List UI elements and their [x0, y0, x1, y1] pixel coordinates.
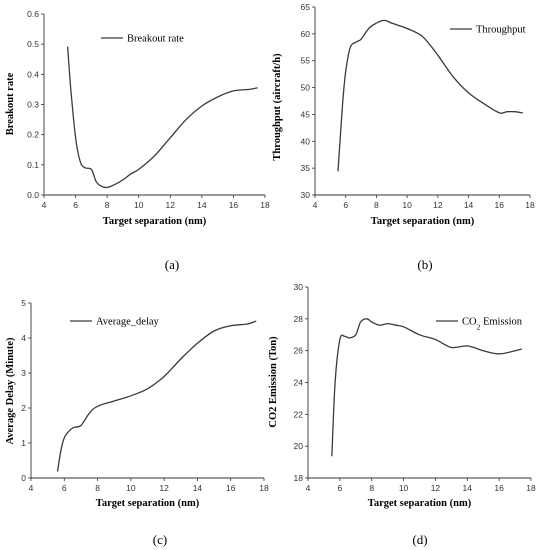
chart-panel-2: 4 6 8 10 12 14 16 18 30 35 40 45 50 55 60 65 Throughput T…	[272, 2, 535, 272]
x-tick-label: 16	[495, 200, 505, 210]
chart-panel-4: 4 6 8 10 12 14 16 18 18 20 22 24 26 28 30 CO2 Emission T…	[268, 282, 536, 547]
chart-panel-1: 4 6 8 10 12 14 16 18 0.0 0.1 0.2 0.3 0.4 0.5 0.6 Breako…	[5, 9, 270, 272]
legend-label: Average_delay	[96, 317, 160, 328]
y-axis-title: CO2 Emission (Ton)	[268, 336, 279, 428]
x-tick-label: 12	[431, 483, 441, 493]
x-tick-label: 18	[526, 483, 536, 493]
y-axis-title: Breakout rate	[5, 72, 16, 135]
x-tick-label: 12	[159, 483, 169, 493]
x-tick-label: 18	[259, 483, 269, 493]
x-tick-label: 4	[42, 200, 47, 210]
x-tick-label: 12	[433, 200, 443, 210]
y-tick-label: 30	[294, 282, 304, 292]
y-tick-label: 55	[301, 56, 311, 66]
x-tick-label: 16	[226, 483, 236, 493]
x-tick-label: 8	[369, 483, 374, 493]
x-axis-title: Target separation (nm)	[371, 216, 475, 227]
y-tick-label: 5	[21, 298, 26, 308]
y-tick-label: 22	[294, 409, 304, 419]
x-tick-label: 16	[494, 483, 504, 493]
x-tick-label: 4	[29, 483, 34, 493]
legend-label: Throughput	[476, 25, 526, 36]
y-tick-label: 60	[301, 29, 311, 39]
y-tick-label: 24	[294, 378, 304, 388]
y-tick-label: 0.3	[27, 100, 39, 110]
y-tick-label: 45	[301, 109, 311, 119]
y-tick-label: 0	[21, 473, 26, 483]
y-tick-label: 40	[301, 136, 311, 146]
x-tick-label: 6	[62, 483, 67, 493]
y-tick-label: 2	[21, 403, 26, 413]
series-line	[56, 320, 257, 472]
y-tick-label: 18	[294, 473, 304, 483]
legend-label: CO2 Emission	[462, 317, 523, 332]
y-tick-label: 28	[294, 314, 304, 324]
y-tick-label: 0.4	[27, 69, 39, 79]
series-line	[67, 46, 258, 189]
y-tick-label: 4	[21, 333, 26, 343]
series-line	[337, 19, 523, 172]
x-tick-label: 6	[337, 483, 342, 493]
x-axis-title: Target separation (nm)	[368, 498, 472, 509]
x-tick-label: 16	[229, 200, 239, 210]
y-tick-label: 0.6	[27, 9, 39, 19]
x-tick-label: 8	[374, 200, 379, 210]
y-tick-label: 0.5	[27, 39, 39, 49]
y-tick-label: 0.2	[27, 130, 39, 140]
x-tick-label: 10	[399, 483, 409, 493]
y-tick-label: 1	[21, 438, 26, 448]
legend-label: Breakout rate	[127, 34, 184, 45]
y-tick-label: 65	[301, 2, 311, 12]
x-axis-title: Target separation (nm)	[96, 498, 200, 509]
x-tick-label: 12	[166, 200, 176, 210]
x-tick-label: 4	[306, 483, 311, 493]
y-tick-label: 26	[294, 346, 304, 356]
y-tick-label: 20	[294, 441, 304, 451]
y-tick-label: 35	[301, 163, 311, 173]
y-tick-label: 0.0	[27, 190, 39, 200]
x-tick-label: 18	[525, 200, 535, 210]
x-tick-label: 14	[463, 483, 473, 493]
x-tick-label: 14	[197, 200, 207, 210]
x-tick-label: 6	[343, 200, 348, 210]
series-line	[331, 318, 523, 457]
x-tick-label: 10	[402, 200, 412, 210]
y-tick-label: 50	[301, 83, 311, 93]
panel-label: (a)	[165, 257, 179, 272]
x-tick-label: 18	[260, 200, 270, 210]
x-tick-label: 10	[134, 200, 144, 210]
y-tick-label: 3	[21, 368, 26, 378]
y-axis-title: Average Delay (Minute)	[5, 337, 16, 445]
x-tick-label: 10	[126, 483, 136, 493]
panel-label: (d)	[412, 532, 427, 547]
x-tick-label: 8	[105, 200, 110, 210]
y-axis-title: Throughput (aircraft/h)	[272, 53, 283, 161]
y-tick-label: 30	[301, 190, 311, 200]
x-tick-label: 8	[95, 483, 100, 493]
x-tick-label: 4	[313, 200, 318, 210]
x-tick-label: 6	[73, 200, 78, 210]
x-tick-label: 14	[193, 483, 203, 493]
y-tick-label: 0.1	[27, 160, 39, 170]
x-tick-label: 14	[464, 200, 474, 210]
x-axis-title: Target separation (nm)	[103, 216, 207, 227]
panel-label: (c)	[153, 532, 167, 547]
panel-label: (b)	[417, 257, 432, 272]
